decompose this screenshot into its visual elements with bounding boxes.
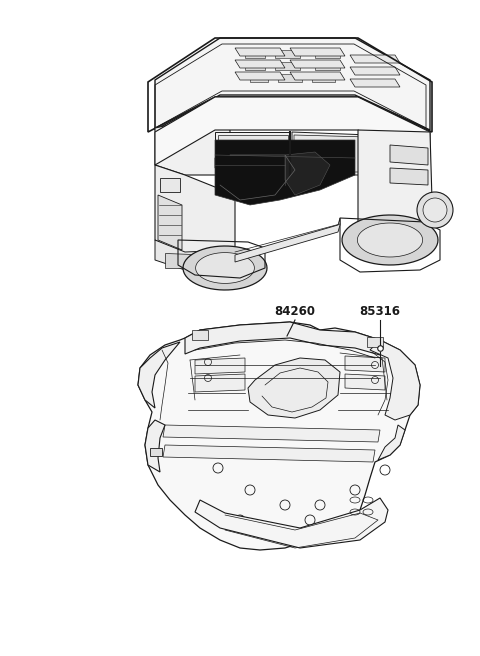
Polygon shape: [163, 445, 375, 462]
Polygon shape: [294, 135, 368, 172]
Polygon shape: [235, 48, 285, 56]
Polygon shape: [350, 67, 400, 75]
Polygon shape: [290, 60, 345, 68]
Circle shape: [423, 198, 447, 222]
Polygon shape: [290, 48, 345, 56]
Polygon shape: [278, 74, 302, 82]
Polygon shape: [372, 135, 430, 200]
Polygon shape: [160, 178, 180, 192]
Polygon shape: [235, 72, 285, 80]
Polygon shape: [145, 420, 165, 472]
Polygon shape: [218, 135, 288, 172]
Polygon shape: [250, 74, 268, 82]
Polygon shape: [342, 215, 438, 265]
Polygon shape: [195, 358, 245, 374]
Polygon shape: [370, 340, 420, 420]
Polygon shape: [155, 38, 430, 130]
Polygon shape: [350, 55, 400, 63]
Polygon shape: [248, 358, 340, 418]
Polygon shape: [345, 374, 385, 390]
Polygon shape: [155, 165, 235, 260]
Polygon shape: [138, 342, 180, 408]
Polygon shape: [215, 140, 355, 205]
Polygon shape: [195, 374, 245, 392]
Polygon shape: [138, 322, 420, 550]
Polygon shape: [196, 253, 254, 283]
Polygon shape: [367, 337, 383, 347]
Polygon shape: [275, 50, 300, 58]
Polygon shape: [165, 253, 220, 268]
Polygon shape: [345, 356, 385, 372]
Text: 85316: 85316: [360, 305, 400, 318]
Polygon shape: [235, 218, 340, 262]
Polygon shape: [235, 60, 285, 68]
Polygon shape: [163, 425, 380, 442]
Polygon shape: [350, 79, 400, 87]
Polygon shape: [390, 168, 428, 185]
Polygon shape: [358, 223, 422, 257]
Polygon shape: [192, 330, 208, 340]
Polygon shape: [155, 115, 230, 175]
Polygon shape: [195, 498, 388, 548]
Polygon shape: [378, 425, 405, 460]
Polygon shape: [245, 50, 265, 58]
Polygon shape: [215, 132, 290, 175]
Circle shape: [417, 192, 453, 228]
Polygon shape: [390, 145, 428, 165]
Polygon shape: [183, 246, 267, 290]
Polygon shape: [315, 50, 340, 58]
Polygon shape: [285, 152, 330, 195]
Polygon shape: [185, 322, 380, 355]
Polygon shape: [315, 62, 340, 70]
Polygon shape: [150, 448, 162, 456]
Polygon shape: [312, 74, 335, 82]
Polygon shape: [275, 62, 300, 70]
Polygon shape: [290, 72, 345, 80]
Polygon shape: [158, 195, 182, 250]
Polygon shape: [358, 130, 432, 255]
Polygon shape: [245, 62, 265, 70]
Polygon shape: [155, 240, 235, 270]
Polygon shape: [215, 155, 225, 168]
Polygon shape: [155, 97, 430, 165]
Text: 84260: 84260: [275, 305, 315, 318]
Polygon shape: [292, 132, 370, 175]
